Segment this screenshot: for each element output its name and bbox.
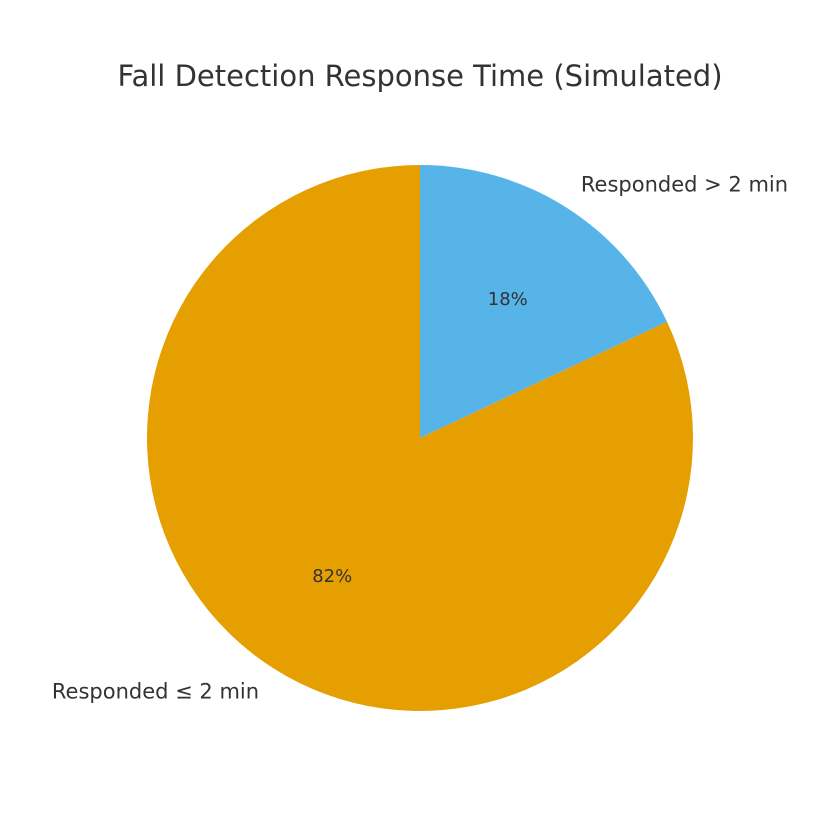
chart-title: Fall Detection Response Time (Simulated) xyxy=(117,59,722,93)
pie-slices xyxy=(146,165,693,711)
slice-category-label: Responded ≤ 2 min xyxy=(52,680,259,704)
slice-category-label: Responded > 2 min xyxy=(581,172,788,196)
pie-slice xyxy=(146,165,693,711)
pie-slice xyxy=(420,165,668,438)
slice-percentage-label: 18% xyxy=(488,289,528,310)
slice-percentage-label: 82% xyxy=(312,566,352,587)
pie-labels: 18% Responded > 2 min 82% Responded ≤ 2 min xyxy=(52,172,788,703)
